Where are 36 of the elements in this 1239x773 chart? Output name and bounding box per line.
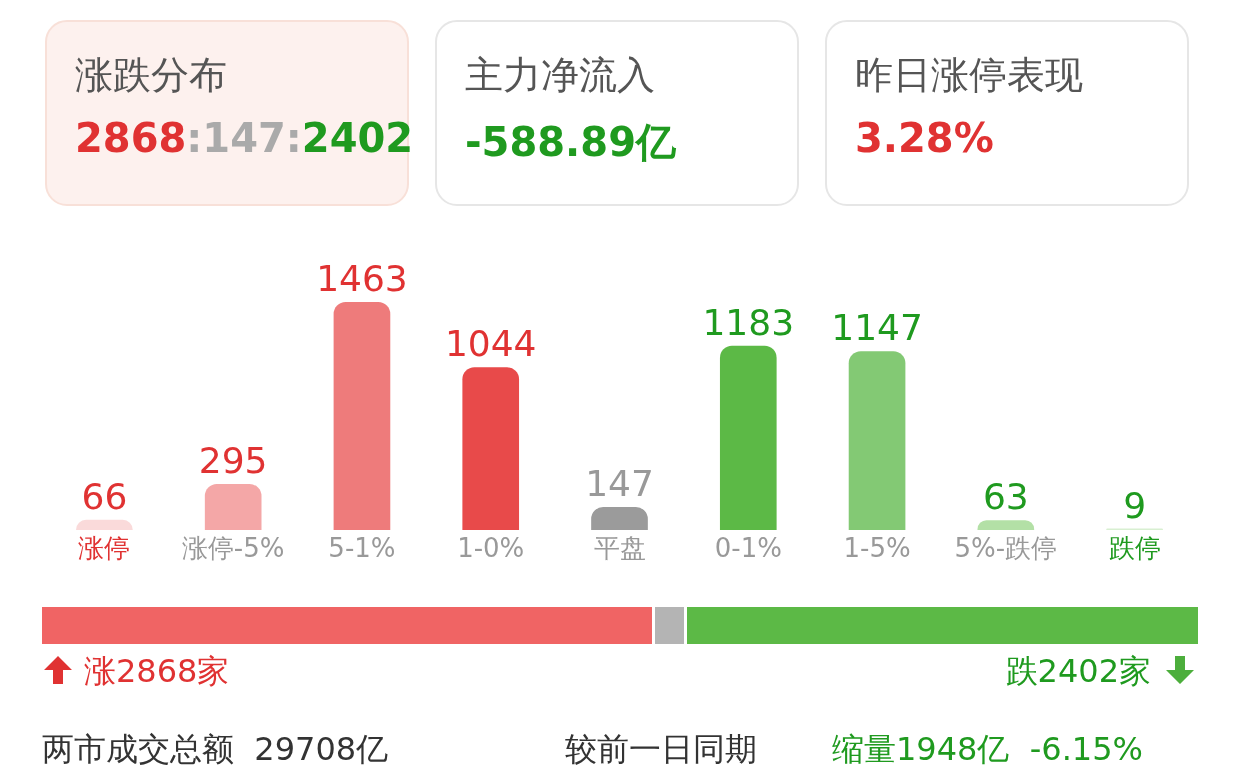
data-label: 295 [198,440,268,482]
data-label: 1147 [831,307,923,349]
x-tick-label: 5-1% [328,533,396,563]
text: -588.89亿 [465,118,677,167]
data-label: 1183 [702,301,795,343]
text: 两市成交总额 29708亿 [42,729,389,770]
x-tick-label: 涨停-5% [181,533,285,563]
text: 2868:147:2402 [75,115,414,161]
x-tick-label: 0-1% [714,533,782,563]
text: 涨跌分布 [75,52,228,99]
text: 3.28% [855,115,995,161]
data-label: 66 [81,475,128,517]
x-tick-label: 涨停 [78,533,131,563]
bar [719,345,777,530]
bar [462,367,520,530]
bar [848,351,906,530]
data-label: 1463 [316,258,408,299]
x-tick-label: 跌停 [1108,533,1161,563]
text: 缩量1948亿 -6.15% [832,729,1143,770]
data-label: 63 [982,476,1029,518]
bar [977,520,1035,530]
data-label: 涨2868家 [83,651,230,692]
x-tick-label: 5%-跌停 [954,533,1058,563]
bar [204,484,262,530]
text: 较前一日同期 [565,729,757,770]
x-tick-label: 1-5% [843,533,911,563]
data-label: 1044 [444,323,537,365]
text: 昨日涨停表现 [855,52,1084,99]
data-label: 9 [1123,484,1147,526]
data-label: 跌2402家 [1005,651,1152,692]
data-label: 147 [585,463,654,505]
bar [591,507,648,530]
bar [333,302,391,530]
x-tick-label: 1-0% [457,533,525,563]
text: 主力净流入 [465,52,656,99]
x-tick-label: 平盘 [593,533,646,563]
